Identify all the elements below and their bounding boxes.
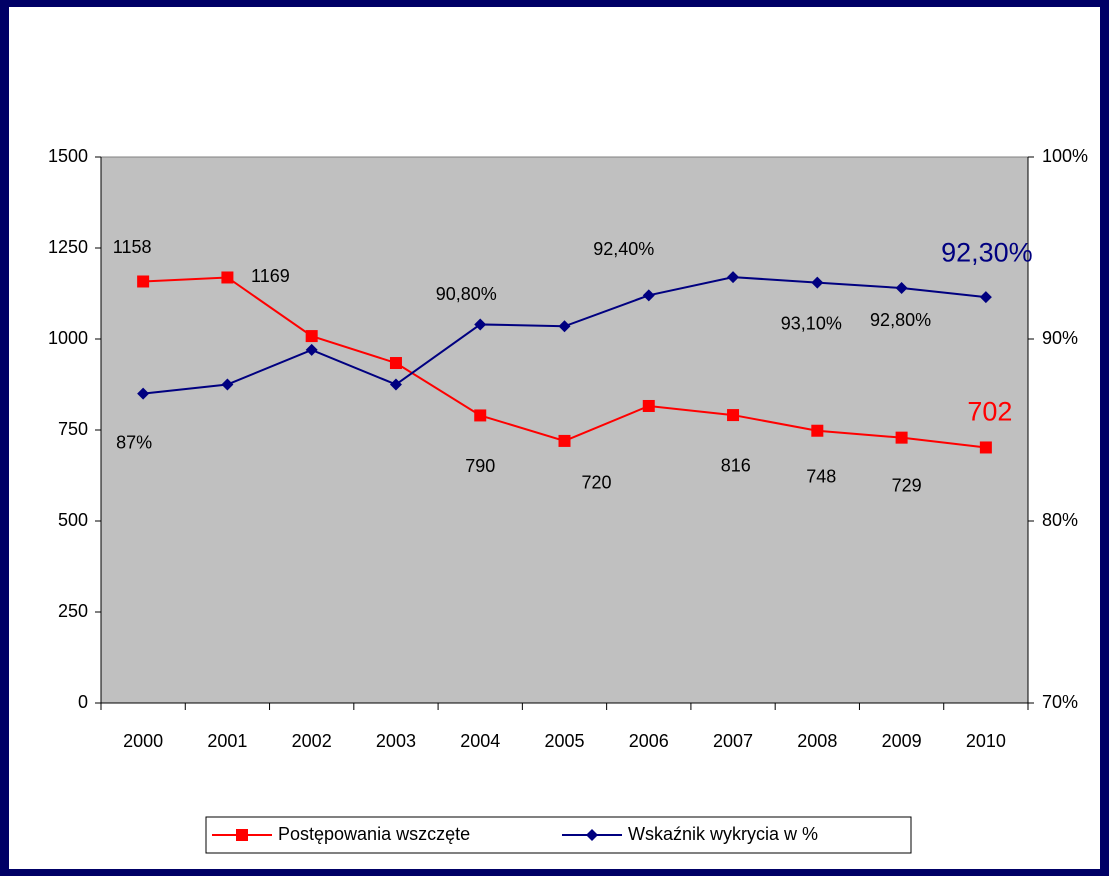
x-tick-label: 2005	[544, 731, 584, 751]
point	[474, 318, 487, 331]
data-label: 1158	[113, 237, 152, 257]
y2-tick-label: 90%	[1042, 328, 1078, 348]
data-label: 729	[892, 475, 922, 495]
x-tick-label: 2010	[966, 731, 1006, 751]
y-tick-label: 750	[58, 419, 88, 439]
point	[221, 271, 234, 284]
data-label: 1169	[251, 266, 290, 286]
point	[137, 275, 150, 288]
legend-marker	[236, 829, 248, 841]
y-tick-label: 1250	[48, 237, 88, 257]
data-label: 90,80%	[436, 284, 497, 304]
point	[727, 271, 740, 284]
data-label: 790	[465, 456, 495, 476]
data-label: 87%	[116, 432, 152, 452]
point	[389, 357, 402, 370]
point	[389, 378, 402, 391]
x-tick-label: 2008	[797, 731, 837, 751]
plot-area	[100, 156, 1029, 704]
data-label: 92,40%	[593, 239, 654, 259]
x-tick-label: 2009	[882, 731, 922, 751]
point	[558, 320, 571, 333]
point	[895, 431, 908, 444]
legend-label: Postępowania wszczęte	[278, 824, 470, 844]
point	[979, 291, 992, 304]
data-label: 720	[581, 473, 611, 493]
point	[305, 343, 318, 356]
point	[474, 409, 487, 422]
data-label: 702	[967, 397, 1012, 427]
point	[221, 378, 234, 391]
y-tick-label: 1000	[48, 328, 88, 348]
x-tick-label: 2003	[376, 731, 416, 751]
y-tick-label: 250	[58, 601, 88, 621]
point	[642, 399, 655, 412]
x-tick-label: 2007	[713, 731, 753, 751]
point	[137, 387, 150, 400]
point	[895, 282, 908, 295]
point	[727, 409, 740, 422]
legend-label: Wskaźnik wykrycia w %	[628, 824, 818, 844]
x-tick-label: 2002	[292, 731, 332, 751]
point	[642, 289, 655, 302]
data-label: 816	[721, 456, 751, 476]
y2-tick-label: 80%	[1042, 510, 1078, 530]
data-label: 92,80%	[870, 310, 931, 330]
point	[811, 424, 824, 437]
data-label: 748	[806, 466, 836, 486]
data-label: 93,10%	[781, 313, 842, 333]
y-tick-label: 1500	[48, 146, 88, 166]
point	[305, 330, 318, 343]
x-tick-label: 2004	[460, 731, 500, 751]
x-tick-label: 2000	[123, 731, 163, 751]
point	[979, 441, 992, 454]
x-tick-label: 2006	[629, 731, 669, 751]
y-tick-label: 0	[78, 692, 88, 712]
x-tick-label: 2001	[207, 731, 247, 751]
legend-box	[205, 816, 912, 854]
y-tick-label: 500	[58, 510, 88, 530]
point	[558, 434, 571, 447]
y2-tick-label: 70%	[1042, 692, 1078, 712]
data-label: 92,30%	[941, 237, 1033, 267]
y2-tick-label: 100%	[1042, 146, 1088, 166]
legend-marker	[586, 829, 598, 841]
point	[811, 276, 824, 289]
